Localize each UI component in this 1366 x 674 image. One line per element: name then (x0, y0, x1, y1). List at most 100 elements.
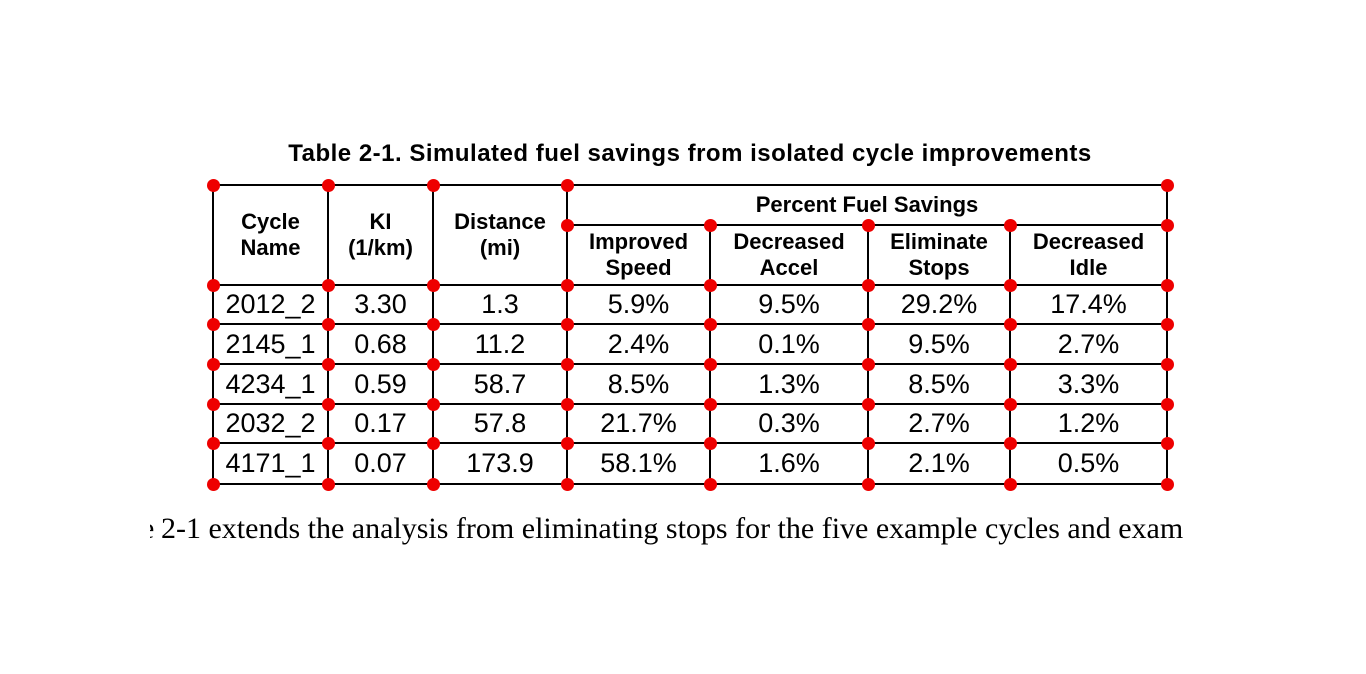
header-cell-decreased-idle: Decreased Idle (1009, 224, 1168, 286)
cell-corner-marker[interactable] (1003, 218, 1017, 232)
cell-corner-marker[interactable] (206, 278, 220, 292)
cell-corner-marker[interactable] (321, 178, 335, 192)
cell-corner-marker[interactable] (321, 317, 335, 331)
cell-corner-marker[interactable] (206, 178, 220, 192)
table-cell: 21.7% (566, 403, 711, 444)
cell-corner-marker[interactable] (426, 477, 440, 491)
table-cell: 17.4% (1009, 284, 1168, 325)
cell-corner-marker[interactable] (1160, 218, 1174, 232)
cell-corner-marker[interactable] (1160, 477, 1174, 491)
cell-corner-marker[interactable] (1160, 178, 1174, 192)
table-cell: 1.6% (709, 442, 869, 485)
table-cell: 58.1% (566, 442, 711, 485)
cell-corner-marker[interactable] (321, 278, 335, 292)
cell-corner-marker[interactable] (861, 477, 875, 491)
table-cell: 3.3% (1009, 363, 1168, 405)
cell-corner-marker[interactable] (861, 278, 875, 292)
cell-corner-marker[interactable] (206, 397, 220, 411)
table-cell: 0.59 (327, 363, 434, 405)
cell-corner-marker[interactable] (1003, 397, 1017, 411)
cell-corner-marker[interactable] (861, 357, 875, 371)
table-row: 2012_2 3.30 1.3 5.9% 9.5% 29.2% 17.4% (212, 284, 1168, 325)
cell-corner-marker[interactable] (1003, 278, 1017, 292)
cell-corner-marker[interactable] (560, 436, 574, 450)
cell-corner-marker[interactable] (1003, 357, 1017, 371)
table-cell: 0.68 (327, 323, 434, 365)
table-cell: 0.17 (327, 403, 434, 444)
table-row: 4171_1 0.07 173.9 58.1% 1.6% 2.1% 0.5% (212, 442, 1168, 485)
cell-corner-marker[interactable] (206, 357, 220, 371)
table-cell: 0.3% (709, 403, 869, 444)
cell-corner-marker[interactable] (1003, 477, 1017, 491)
cell-corner-marker[interactable] (426, 436, 440, 450)
cell-corner-marker[interactable] (703, 436, 717, 450)
header-cell-eliminate-stops: Eliminate Stops (867, 224, 1011, 286)
cell-corner-marker[interactable] (560, 278, 574, 292)
table-cell: 58.7 (432, 363, 568, 405)
cell-corner-marker[interactable] (861, 397, 875, 411)
table-cell: 0.07 (327, 442, 434, 485)
header-cell-improved-speed: Improved Speed (566, 224, 711, 286)
cell-corner-marker[interactable] (703, 317, 717, 331)
cell-corner-marker[interactable] (206, 477, 220, 491)
table-cell: 1.3% (709, 363, 869, 405)
cell-corner-marker[interactable] (206, 436, 220, 450)
table-cell: 2032_2 (212, 403, 329, 444)
cell-corner-marker[interactable] (321, 477, 335, 491)
cell-corner-marker[interactable] (703, 357, 717, 371)
cell-corner-marker[interactable] (426, 178, 440, 192)
table-cell: 2012_2 (212, 284, 329, 325)
table-cell: 2.4% (566, 323, 711, 365)
cell-corner-marker[interactable] (560, 218, 574, 232)
table-cell: 0.1% (709, 323, 869, 365)
cell-corner-marker[interactable] (1160, 278, 1174, 292)
cell-corner-marker[interactable] (321, 436, 335, 450)
cell-corner-marker[interactable] (1160, 357, 1174, 371)
table-cell: 9.5% (709, 284, 869, 325)
cell-corner-marker[interactable] (426, 278, 440, 292)
table-cell: 2.7% (867, 403, 1011, 444)
table-cell: 2145_1 (212, 323, 329, 365)
table-cell: 57.8 (432, 403, 568, 444)
cell-corner-marker[interactable] (861, 436, 875, 450)
cell-corner-marker[interactable] (703, 218, 717, 232)
cell-corner-marker[interactable] (321, 397, 335, 411)
cell-corner-marker[interactable] (1160, 397, 1174, 411)
cell-corner-marker[interactable] (861, 317, 875, 331)
cell-corner-marker[interactable] (1160, 317, 1174, 331)
cell-corner-marker[interactable] (703, 477, 717, 491)
cell-corner-marker[interactable] (560, 317, 574, 331)
cell-corner-marker[interactable] (426, 397, 440, 411)
body-text-content: 2-1 extends the analysis from eliminatin… (161, 512, 1184, 545)
cell-corner-marker[interactable] (1160, 436, 1174, 450)
header-row-sub: Improved Speed Decreased Accel Eliminate… (213, 224, 1168, 286)
table-cell: 2.1% (867, 442, 1011, 485)
cell-corner-marker[interactable] (560, 397, 574, 411)
clipped-glyph: e (150, 510, 155, 548)
table-caption: Table 2-1. Simulated fuel savings from i… (288, 140, 1092, 167)
table-row: 4234_1 0.59 58.7 8.5% 1.3% 8.5% 3.3% (212, 363, 1168, 405)
cell-corner-marker[interactable] (321, 357, 335, 371)
header-cell-distance: Distance (mi) (432, 184, 568, 286)
cell-corner-marker[interactable] (1003, 317, 1017, 331)
cell-corner-marker[interactable] (426, 317, 440, 331)
table-cell: 1.3 (432, 284, 568, 325)
cell-corner-marker[interactable] (703, 397, 717, 411)
body-text: e2-1 extends the analysis from eliminati… (150, 510, 1366, 548)
cell-corner-marker[interactable] (560, 178, 574, 192)
table-row: 2145_1 0.68 11.2 2.4% 0.1% 9.5% 2.7% (212, 323, 1168, 365)
cell-corner-marker[interactable] (426, 357, 440, 371)
header-cell-ki: KI (1/km) (327, 184, 434, 286)
cell-corner-marker[interactable] (560, 477, 574, 491)
table-cell: 29.2% (867, 284, 1011, 325)
cell-corner-marker[interactable] (861, 218, 875, 232)
cell-corner-marker[interactable] (703, 278, 717, 292)
cell-corner-marker[interactable] (560, 357, 574, 371)
table-cell: 2.7% (1009, 323, 1168, 365)
cell-corner-marker[interactable] (206, 317, 220, 331)
table-cell: 4234_1 (212, 363, 329, 405)
cell-corner-marker[interactable] (1003, 436, 1017, 450)
table-cell: 5.9% (566, 284, 711, 325)
